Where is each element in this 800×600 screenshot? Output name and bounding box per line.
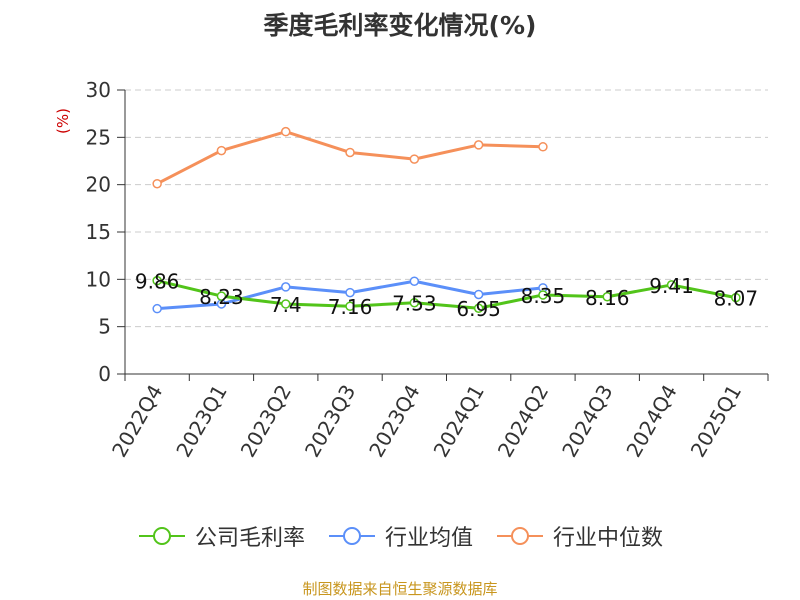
x-tick-label: 2022Q4: [107, 381, 167, 462]
data-point: [409, 297, 420, 308]
data-point: [538, 142, 548, 152]
legend-circle: [342, 527, 361, 545]
legend-item-company-margin[interactable]: 公司毛利率: [137, 520, 305, 552]
data-point: [281, 282, 291, 292]
legend-circle: [511, 527, 529, 545]
series-line: [155, 279, 738, 310]
data-label: 6.95: [456, 297, 501, 321]
data-point: [152, 275, 162, 286]
legend-item-industry-mean[interactable]: 行业均值: [327, 520, 473, 552]
legend-marker-icon: [138, 527, 185, 545]
source-note: 制图数据来自恒生聚源数据库: [302, 580, 498, 598]
data-point: [281, 299, 291, 309]
y-tick-label: 5: [98, 315, 111, 339]
x-tick-label: 2024Q1: [429, 381, 489, 462]
data-labels: 9.86 8.23 7.4 7.16 7.53 6.95 8.35 8.16 9.41 8.07: [135, 270, 758, 322]
data-label: 7.53: [392, 292, 437, 316]
x-tick-label: 2023Q1: [171, 381, 231, 462]
y-tick-label: 15: [86, 220, 111, 244]
y-tick-label: 0: [98, 362, 111, 386]
data-point: [666, 280, 677, 290]
legend: 公司毛利率 行业均值 行业中位数: [0, 520, 800, 552]
legend-label: 公司毛利率: [194, 526, 305, 551]
data-point: [216, 145, 227, 156]
y-tick-label: 10: [86, 267, 111, 291]
data-point: [409, 276, 420, 286]
data-point: [345, 301, 355, 311]
series-lines: [152, 126, 741, 314]
data-label: 8.16: [585, 286, 630, 310]
data-label: 8.35: [521, 284, 566, 308]
data-label: 8.07: [714, 287, 759, 311]
x-tick-label: 2025Q1: [686, 381, 746, 462]
x-tick-label: 2024Q3: [557, 381, 617, 462]
axes: 0 5 10 15 20 25 30 2022Q4 2023Q1 2023Q2 2023Q3 2023…: [86, 78, 769, 462]
legend-item-industry-median[interactable]: 行业中位数: [495, 520, 663, 552]
data-point: [281, 126, 291, 137]
data-label: 8.23: [199, 285, 244, 309]
chart-title: 季度毛利率变化情况(%): [263, 11, 537, 40]
data-label: 7.16: [328, 295, 373, 319]
data-label: 9.41: [649, 274, 694, 298]
legend-marker-icon: [497, 527, 543, 545]
x-tick-label: 2024Q2: [493, 381, 553, 462]
data-label: 9.86: [135, 270, 180, 294]
legend-circle: [152, 527, 171, 545]
x-tick-label: 2023Q4: [364, 381, 424, 462]
data-point: [602, 292, 612, 302]
data-point: [216, 291, 227, 301]
data-point: [345, 147, 355, 158]
y-tick-label: 20: [86, 173, 111, 197]
y-tick-label: 30: [86, 78, 111, 102]
data-label: 7.4: [270, 293, 302, 317]
data-point: [473, 289, 484, 300]
data-point: [152, 303, 162, 314]
x-tick-label: 2023Q3: [300, 381, 360, 462]
data-point: [473, 303, 484, 313]
data-point: [538, 290, 548, 300]
legend-label: 行业中位数: [553, 526, 664, 551]
x-tick-label: 2024Q4: [621, 381, 681, 462]
series-line: [155, 130, 545, 186]
legend-label: 行业均值: [384, 526, 473, 551]
y-tick-label: 25: [86, 125, 111, 149]
data-point: [152, 178, 162, 189]
data-point: [345, 287, 355, 298]
data-point: [731, 292, 741, 303]
x-tick-label: 2023Q2: [236, 381, 296, 462]
grid-lines: [125, 89, 768, 328]
legend-marker-icon: [328, 527, 375, 545]
data-point: [473, 140, 484, 150]
data-point: [409, 154, 420, 164]
